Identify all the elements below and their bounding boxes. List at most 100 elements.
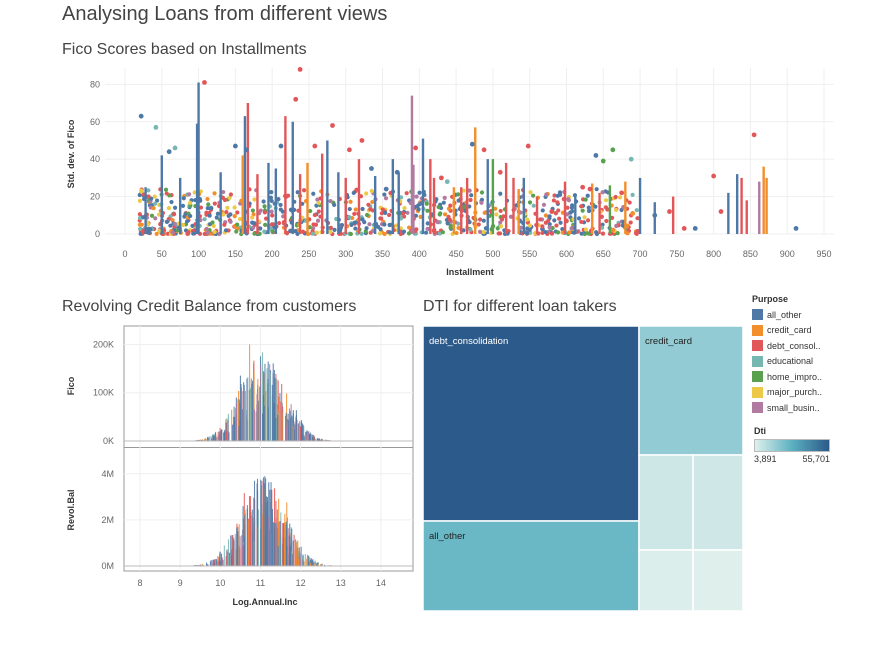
scatter-point	[252, 231, 257, 236]
scatter-x-tick: 850	[743, 249, 758, 259]
scatter-point	[263, 216, 269, 221]
scatter-point	[565, 205, 570, 210]
legend-label: small_busin..	[767, 402, 820, 413]
scatter-point	[300, 229, 306, 234]
scatter-point	[153, 201, 158, 206]
legend-item[interactable]: credit_card	[752, 323, 822, 339]
scatter-point	[364, 191, 369, 196]
scatter-point	[232, 143, 238, 149]
scatter-point	[364, 226, 369, 231]
scatter-point	[163, 187, 169, 192]
scatter-point	[348, 199, 353, 204]
treemap-cell	[692, 454, 744, 551]
scatter-point	[531, 203, 536, 208]
scatter-point	[349, 222, 354, 227]
scatter-point	[560, 227, 565, 232]
scatter-point	[202, 80, 207, 85]
treemap-cell	[638, 549, 694, 612]
scatter-point	[359, 231, 364, 236]
scatter-point	[461, 228, 466, 233]
legend-item[interactable]: all_other	[752, 307, 822, 323]
scatter-point	[497, 169, 503, 175]
scatter-y-tick: 0	[95, 229, 100, 239]
scatter-point	[467, 220, 472, 225]
scatter-y-tick: 80	[90, 79, 100, 89]
scatter-point	[628, 156, 634, 162]
scatter-point	[527, 223, 533, 228]
histogram-y-tick: 4M	[101, 469, 114, 479]
scatter-point	[353, 226, 358, 231]
scatter-point	[438, 175, 444, 181]
scatter-point	[615, 230, 620, 236]
scatter-point	[202, 217, 207, 222]
treemap-cell	[638, 325, 744, 456]
scatter-point	[446, 206, 452, 211]
scatter-point	[436, 204, 441, 210]
scatter-point	[205, 206, 210, 211]
scatter-point	[295, 190, 300, 195]
legend-item[interactable]: debt_consol..	[752, 338, 822, 354]
scatter-point	[468, 227, 473, 232]
scatter-point	[228, 219, 233, 224]
scatter-point	[138, 226, 143, 231]
scatter-point	[525, 143, 531, 149]
legend-label: home_impro..	[767, 371, 823, 382]
scatter-point	[146, 226, 151, 231]
scatter-point	[585, 218, 591, 223]
scatter-point	[214, 215, 219, 220]
scatter-point	[543, 229, 548, 235]
scatter-point	[498, 191, 503, 196]
scatter-point	[181, 196, 186, 201]
scatter-x-tick: 650	[596, 249, 611, 259]
scatter-point	[234, 229, 239, 234]
legend-swatch	[752, 340, 763, 352]
scatter-point	[556, 208, 561, 213]
scatter-point	[278, 143, 284, 149]
scatter-point	[479, 200, 484, 205]
scatter-point	[367, 222, 372, 227]
scatter-point	[262, 229, 267, 234]
scatter-point	[652, 212, 658, 218]
scatter-point	[580, 208, 585, 213]
scatter-point	[681, 225, 687, 231]
scatter-point	[531, 193, 536, 198]
scatter-point	[568, 210, 573, 215]
legend-swatch	[752, 386, 763, 398]
scatter-point	[553, 211, 558, 216]
scatter-point	[169, 199, 174, 205]
scatter-point	[347, 215, 352, 220]
scatter-point	[610, 227, 616, 232]
scatter-point	[469, 193, 474, 198]
legend-item[interactable]: home_impro..	[752, 369, 822, 385]
scatter-point	[360, 217, 365, 222]
scatter-point	[351, 190, 356, 195]
scatter-point	[180, 203, 186, 208]
scatter-x-tick: 900	[780, 249, 795, 259]
histogram-x-tick: 14	[376, 578, 386, 588]
scatter-point	[586, 208, 592, 214]
scatter-y-tick: 60	[90, 117, 100, 127]
scatter-point	[366, 202, 371, 207]
scatter-point	[435, 220, 440, 225]
scatter-point	[454, 230, 459, 236]
scatter-point	[328, 199, 333, 204]
scatter-point	[263, 222, 268, 227]
scatter-point	[223, 228, 229, 233]
scatter-point	[165, 231, 170, 236]
legend-item[interactable]: educational	[752, 354, 822, 370]
dti-color-ramp	[754, 439, 830, 452]
scatter-point	[183, 211, 188, 217]
histogram-x-tick: 9	[178, 578, 183, 588]
scatter-point	[481, 229, 486, 235]
scatter-point	[328, 225, 334, 230]
scatter-point	[227, 195, 232, 200]
legend-item[interactable]: major_purch..	[752, 385, 822, 401]
scatter-point	[604, 218, 609, 224]
scatter-point	[152, 194, 157, 199]
legend-item[interactable]: small_busin..	[752, 400, 822, 416]
histogram-bars	[175, 476, 384, 566]
histogram-title: Revolving Credit Balance from customers	[62, 298, 357, 315]
scatter-point	[751, 132, 757, 138]
scatter-x-tick: 400	[412, 249, 427, 259]
scatter-point	[552, 193, 557, 198]
